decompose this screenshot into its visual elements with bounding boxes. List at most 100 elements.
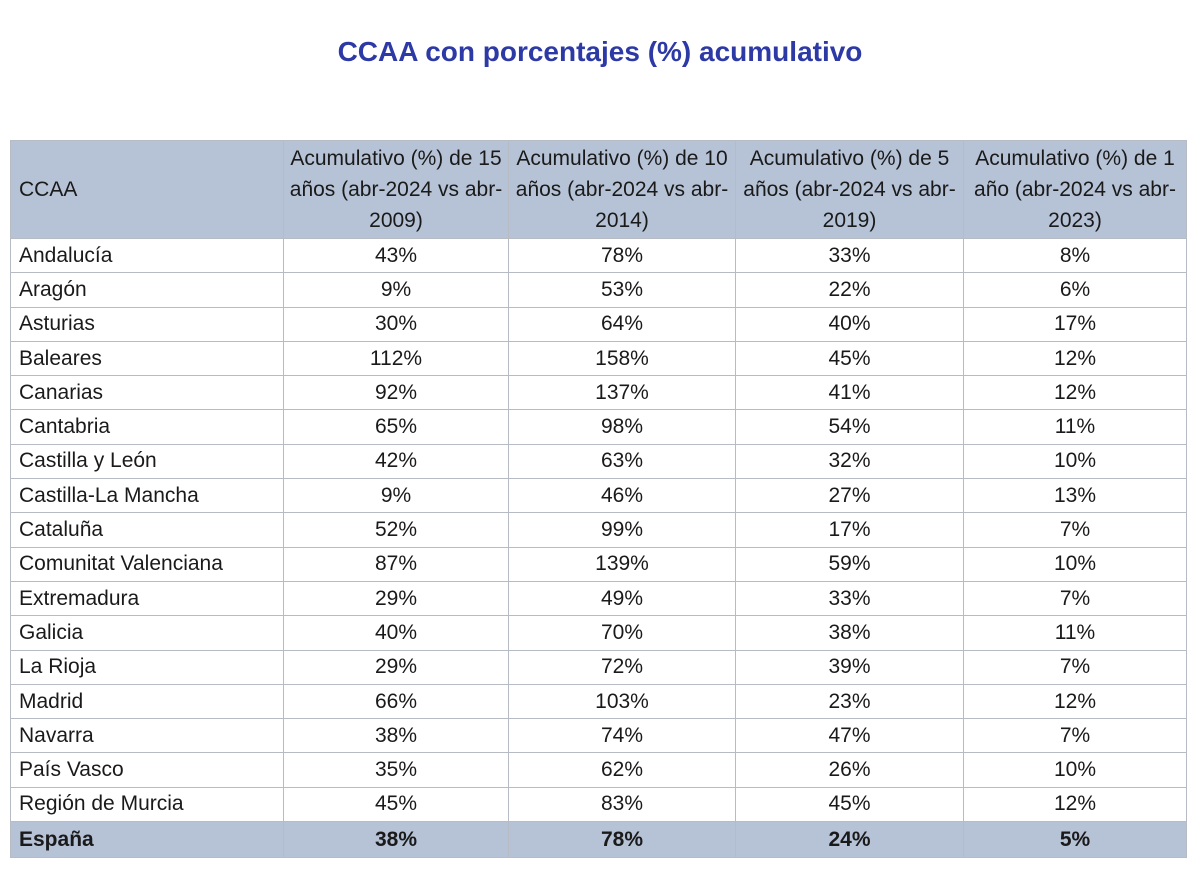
value-1-year: 7% bbox=[963, 649, 1187, 685]
region-name: País Vasco bbox=[10, 752, 284, 788]
page-title: CCAA con porcentajes (%) acumulativo bbox=[337, 36, 863, 67]
value-10-years: 78% bbox=[508, 237, 736, 274]
value-10-years: 98% bbox=[508, 409, 736, 445]
value-1-year: 7% bbox=[963, 512, 1187, 548]
region-name: Galicia bbox=[10, 615, 284, 651]
value-10-years: 53% bbox=[508, 272, 736, 308]
value-1-year: 11% bbox=[963, 615, 1187, 651]
value-10-years: 78% bbox=[508, 821, 736, 859]
value-10-years: 103% bbox=[508, 683, 736, 720]
value-15-years: 42% bbox=[283, 443, 509, 480]
value-5-years: 32% bbox=[735, 443, 964, 480]
region-name: Castilla-La Mancha bbox=[10, 478, 284, 514]
region-name: Comunitat Valenciana bbox=[10, 546, 284, 582]
value-15-years: 40% bbox=[283, 615, 509, 651]
value-15-years: 29% bbox=[283, 649, 509, 685]
value-5-years: 39% bbox=[735, 649, 964, 685]
value-5-years: 24% bbox=[735, 821, 964, 859]
value-1-year: 12% bbox=[963, 786, 1187, 823]
table-row: Asturias 30% 64% 40% 17% bbox=[10, 306, 1187, 342]
value-15-years: 9% bbox=[283, 272, 509, 308]
value-15-years: 38% bbox=[283, 821, 509, 859]
value-1-year: 12% bbox=[963, 683, 1187, 720]
table-row: Región de Murcia 45% 83% 45% 12% bbox=[10, 786, 1187, 823]
header-5-years: Acumulativo (%) de 5 años (abr-2024 vs a… bbox=[735, 140, 964, 239]
value-1-year: 13% bbox=[963, 478, 1187, 514]
value-15-years: 29% bbox=[283, 580, 509, 617]
ccaa-table: CCAA Acumulativo (%) de 15 años (abr-202… bbox=[10, 140, 1187, 859]
value-5-years: 40% bbox=[735, 306, 964, 342]
table-row: Comunitat Valenciana 87% 139% 59% 10% bbox=[10, 546, 1187, 582]
value-5-years: 17% bbox=[735, 512, 964, 548]
value-15-years: 35% bbox=[283, 752, 509, 788]
value-5-years: 54% bbox=[735, 409, 964, 445]
value-1-year: 10% bbox=[963, 752, 1187, 788]
value-15-years: 9% bbox=[283, 478, 509, 514]
value-10-years: 72% bbox=[508, 649, 736, 685]
value-15-years: 66% bbox=[283, 683, 509, 720]
table-row: Cantabria 65% 98% 54% 11% bbox=[10, 409, 1187, 445]
value-10-years: 139% bbox=[508, 546, 736, 582]
value-1-year: 12% bbox=[963, 340, 1187, 377]
value-15-years: 65% bbox=[283, 409, 509, 445]
value-10-years: 74% bbox=[508, 718, 736, 754]
value-1-year: 12% bbox=[963, 375, 1187, 411]
table-row: Navarra 38% 74% 47% 7% bbox=[10, 718, 1187, 754]
value-5-years: 41% bbox=[735, 375, 964, 411]
region-name: Asturias bbox=[10, 306, 284, 342]
value-10-years: 99% bbox=[508, 512, 736, 548]
value-1-year: 17% bbox=[963, 306, 1187, 342]
region-name: Canarias bbox=[10, 375, 284, 411]
header-10-years: Acumulativo (%) de 10 años (abr-2024 vs … bbox=[508, 140, 736, 239]
value-1-year: 8% bbox=[963, 237, 1187, 274]
value-15-years: 45% bbox=[283, 786, 509, 823]
value-1-year: 10% bbox=[963, 443, 1187, 480]
value-15-years: 43% bbox=[283, 237, 509, 274]
table-row: Castilla-La Mancha 9% 46% 27% 13% bbox=[10, 478, 1187, 514]
region-name: Navarra bbox=[10, 718, 284, 754]
region-name: Región de Murcia bbox=[10, 786, 284, 823]
value-1-year: 7% bbox=[963, 580, 1187, 617]
table-row: La Rioja 29% 72% 39% 7% bbox=[10, 649, 1187, 685]
header-15-years: Acumulativo (%) de 15 años (abr-2024 vs … bbox=[283, 140, 509, 239]
table-row: País Vasco 35% 62% 26% 10% bbox=[10, 752, 1187, 788]
header-ccaa: CCAA bbox=[10, 140, 284, 239]
value-15-years: 52% bbox=[283, 512, 509, 548]
header-row: CCAA Acumulativo (%) de 15 años (abr-202… bbox=[10, 140, 1187, 239]
region-name: La Rioja bbox=[10, 649, 284, 685]
value-5-years: 38% bbox=[735, 615, 964, 651]
value-10-years: 64% bbox=[508, 306, 736, 342]
region-name: Cantabria bbox=[10, 409, 284, 445]
table-row: Canarias 92% 137% 41% 12% bbox=[10, 375, 1187, 411]
value-5-years: 59% bbox=[735, 546, 964, 582]
region-name: Andalucía bbox=[10, 237, 284, 274]
value-10-years: 137% bbox=[508, 375, 736, 411]
region-name: Castilla y León bbox=[10, 443, 284, 480]
table-row: Aragón 9% 53% 22% 6% bbox=[10, 272, 1187, 308]
table-row: Cataluña 52% 99% 17% 7% bbox=[10, 512, 1187, 548]
region-name: Extremadura bbox=[10, 580, 284, 617]
region-name: Madrid bbox=[10, 683, 284, 720]
header-1-year: Acumulativo (%) de 1 año (abr-2024 vs ab… bbox=[963, 140, 1187, 239]
value-10-years: 63% bbox=[508, 443, 736, 480]
value-15-years: 112% bbox=[283, 340, 509, 377]
value-10-years: 83% bbox=[508, 786, 736, 823]
value-5-years: 33% bbox=[735, 237, 964, 274]
value-5-years: 27% bbox=[735, 478, 964, 514]
value-10-years: 46% bbox=[508, 478, 736, 514]
region-name: Aragón bbox=[10, 272, 284, 308]
value-5-years: 47% bbox=[735, 718, 964, 754]
value-1-year: 11% bbox=[963, 409, 1187, 445]
value-5-years: 33% bbox=[735, 580, 964, 617]
value-15-years: 87% bbox=[283, 546, 509, 582]
value-1-year: 6% bbox=[963, 272, 1187, 308]
value-10-years: 158% bbox=[508, 340, 736, 377]
table-row: Extremadura 29% 49% 33% 7% bbox=[10, 580, 1187, 617]
table-row: Madrid 66% 103% 23% 12% bbox=[10, 683, 1187, 720]
value-1-year: 10% bbox=[963, 546, 1187, 582]
value-5-years: 26% bbox=[735, 752, 964, 788]
value-5-years: 23% bbox=[735, 683, 964, 720]
value-5-years: 45% bbox=[735, 340, 964, 377]
value-15-years: 30% bbox=[283, 306, 509, 342]
value-15-years: 92% bbox=[283, 375, 509, 411]
